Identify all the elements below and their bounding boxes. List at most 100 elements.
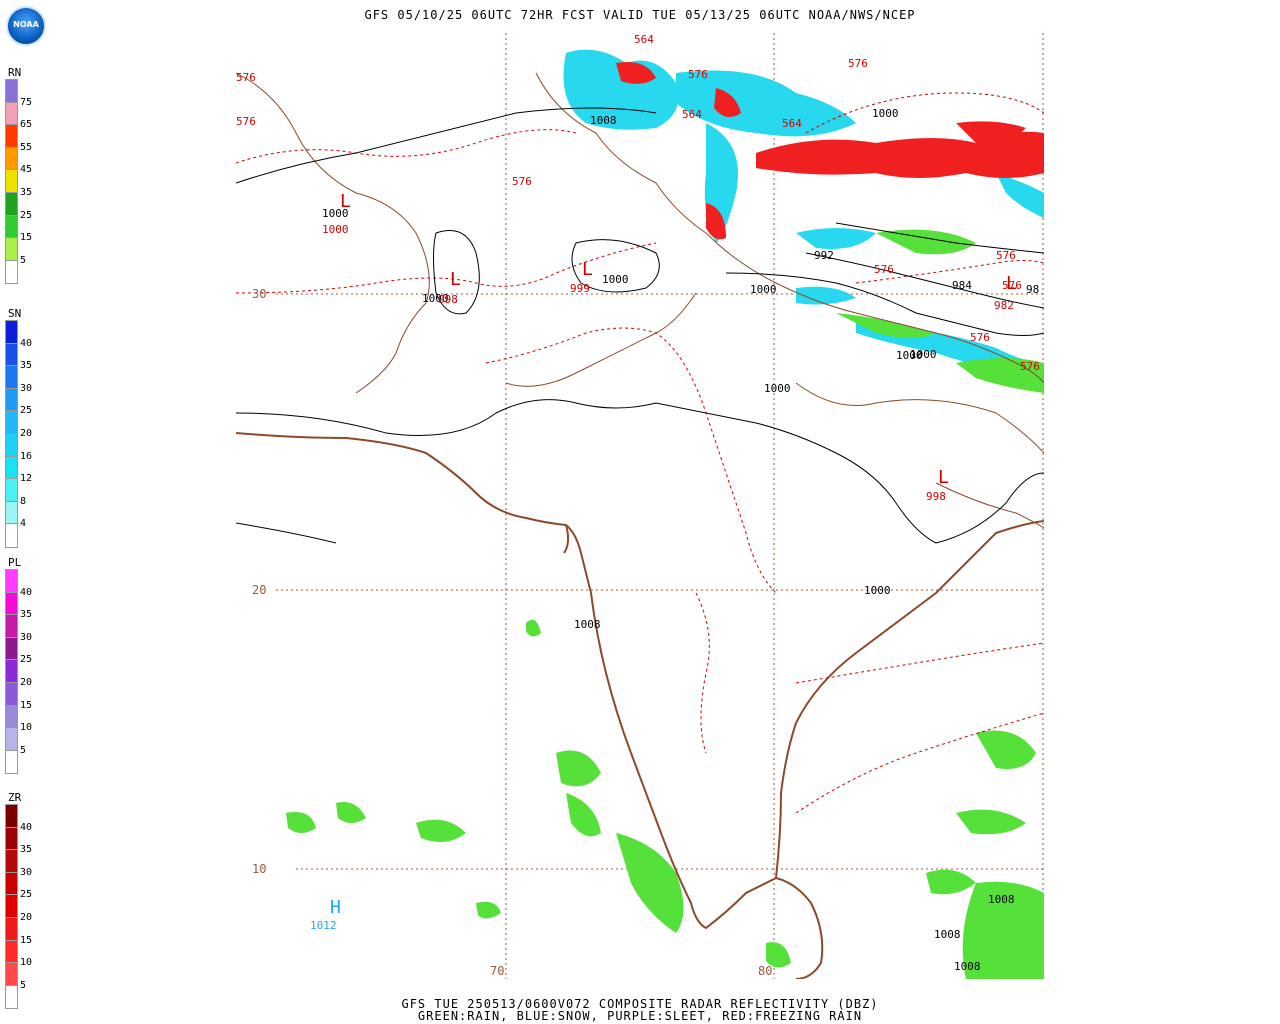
pressure-label: 1008 — [988, 893, 1015, 906]
legend-row: 5 — [5, 255, 56, 285]
legend-label: 15 — [20, 232, 33, 244]
lat-label: 20 — [252, 583, 266, 597]
legend-row: 25 — [5, 405, 56, 435]
legend-swatch — [5, 320, 18, 345]
thickness-label: 576 — [874, 263, 894, 276]
pressure-label: 1008 — [954, 960, 981, 973]
legend-label: 15 — [20, 699, 33, 711]
legend-row — [5, 79, 56, 104]
low-center-marker: L — [340, 191, 351, 212]
legend-title: ZR — [8, 791, 22, 804]
lon-label: 80 — [758, 964, 772, 978]
legend-swatch — [5, 569, 18, 594]
thickness-label: 576 — [512, 175, 532, 188]
legend-label: 5 — [20, 744, 27, 756]
legend-label: 8 — [20, 495, 27, 507]
legend-snow: SN 40 35 30 25 20 16 12 8 4 — [5, 307, 56, 548]
legend-row: 10 — [5, 957, 56, 987]
legend-swatch — [5, 894, 18, 919]
legend-row: 15 — [5, 700, 56, 730]
legend-row: 25 — [5, 654, 56, 684]
pressure-labels: 1008 1000 1000 1000 1000 992 984 1000 10… — [322, 107, 1039, 973]
low-center-value: 982 — [994, 299, 1014, 312]
legend-row: 75 — [5, 97, 56, 127]
footer-product-line: GFS TUE 250513/0600V072 COMPOSITE RADAR … — [401, 997, 879, 1011]
thickness-label: 576 — [236, 71, 256, 84]
legend-row: 5 — [5, 980, 56, 1010]
legend-row: 40 — [5, 338, 56, 368]
isobars — [236, 107, 1044, 544]
legend-swatch — [5, 191, 18, 217]
legend-row: 65 — [5, 119, 56, 149]
legend-swatch — [5, 387, 18, 413]
pressure-label: 1008 — [574, 618, 601, 631]
lat-label: 30 — [252, 287, 266, 301]
legend-label: 75 — [20, 96, 33, 108]
legend-label: 16 — [20, 450, 33, 462]
legend-label: 12 — [20, 473, 33, 485]
legend-swatch — [5, 101, 18, 127]
legend-label: 55 — [20, 141, 33, 153]
country-borders — [236, 72, 1044, 529]
thickness-label: 576 — [996, 249, 1016, 262]
thickness-labels: 564 576 576 576 564 564 576 576 576 576 … — [236, 33, 1040, 373]
legend-swatch — [5, 365, 18, 390]
legend-swatch — [5, 146, 18, 172]
graticule — [276, 33, 1044, 979]
legend-label: 20 — [20, 676, 33, 688]
thickness-contours — [236, 92, 1044, 814]
legend-label: 30 — [20, 382, 33, 394]
low-center-marker: L — [1006, 273, 1017, 294]
legend-swatch — [5, 478, 18, 503]
legend-label: 30 — [20, 866, 33, 878]
legend-label: 65 — [20, 119, 33, 131]
thickness-label: 564 — [782, 117, 802, 130]
legend-row: 30 — [5, 867, 56, 897]
legend-row: 10 — [5, 722, 56, 752]
pressure-label: 1000 — [750, 283, 777, 296]
pressure-label: 1000 — [422, 292, 449, 305]
pressure-label: 1008 — [590, 114, 617, 127]
weather-map: 1008 1000 1000 1000 1000 992 984 1000 10… — [236, 33, 1044, 979]
legend-swatch — [5, 455, 18, 481]
legend-row: 16 — [5, 451, 56, 481]
high-center-value: 1012 — [310, 919, 337, 932]
legend-row: 5 — [5, 745, 56, 775]
legend-row — [5, 804, 56, 829]
coastline — [236, 432, 1044, 979]
legend-label: 20 — [20, 427, 33, 439]
pressure-label: 984 — [952, 279, 972, 292]
low-center-marker: L — [938, 467, 949, 488]
legend-row — [5, 320, 56, 345]
legend-row: 40 — [5, 587, 56, 617]
legend-label: 25 — [20, 654, 33, 666]
rain-areas — [286, 229, 1044, 979]
legend-swatch — [5, 432, 18, 458]
legend-swatch — [5, 749, 18, 775]
legend-label: 20 — [20, 911, 33, 923]
lat-label: 10 — [252, 862, 266, 876]
legend-row: 8 — [5, 496, 56, 526]
legend-label: 45 — [20, 164, 33, 176]
graticule-labels: 30 20 10 70 80 — [252, 287, 772, 978]
noaa-logo: NOAA — [6, 6, 46, 46]
low-center-marker: L — [450, 269, 461, 290]
low-center-value: 998 — [438, 293, 458, 306]
legend-swatch — [5, 124, 18, 149]
legend-label: 30 — [20, 631, 33, 643]
pressure-label: 1000 — [872, 107, 899, 120]
legend-swatch — [5, 591, 18, 617]
legend-row: 20 — [5, 912, 56, 942]
pressure-label: 992 — [814, 249, 834, 262]
legend-label: 25 — [20, 209, 33, 221]
legend-label: 15 — [20, 934, 33, 946]
legend-label: 40 — [20, 337, 33, 349]
high-center-marker: H — [330, 897, 341, 918]
low-center-value: 999 — [570, 282, 590, 295]
legend-row: 15 — [5, 935, 56, 965]
legend-swatch — [5, 804, 18, 829]
thickness-label: 576 — [848, 57, 868, 70]
pressure-label: 1000 — [910, 348, 937, 361]
legend-swatch — [5, 79, 18, 104]
legend-row: 12 — [5, 473, 56, 503]
